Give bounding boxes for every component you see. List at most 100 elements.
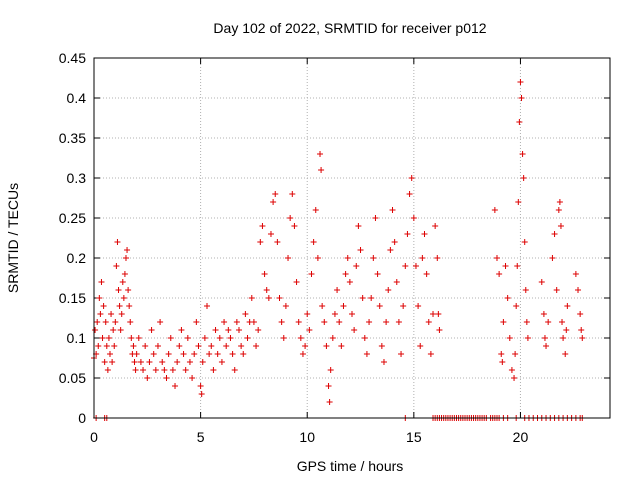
data-point [540,311,547,317]
data-points [91,79,586,421]
data-point [96,295,103,301]
data-point [419,255,426,261]
data-point [195,343,202,349]
data-point [417,343,424,349]
data-point [116,303,123,309]
data-point [276,295,283,301]
data-point [174,359,181,365]
data-point [346,279,353,285]
data-point [383,319,390,325]
data-point [523,319,530,325]
data-point [197,383,204,389]
data-point [231,367,238,373]
data-point [393,279,400,285]
data-point [125,287,132,293]
data-point [515,199,522,205]
data-point [325,383,332,389]
data-point [395,319,402,325]
data-point [577,311,584,317]
data-point [564,303,571,309]
data-point [389,207,396,213]
data-point [524,335,531,341]
data-point [272,191,279,197]
data-point [289,191,296,197]
data-point [133,351,140,357]
data-point [233,319,240,325]
data-point [374,271,381,277]
data-point [218,359,225,365]
chart-title: Day 102 of 2022, SRMTID for receiver p01… [213,20,486,36]
data-point [304,311,311,317]
data-point [282,303,289,309]
data-point [496,271,503,277]
data-point [415,303,422,309]
data-point [427,351,434,357]
data-point [178,327,185,333]
data-point [229,351,236,357]
data-point [432,223,439,229]
data-point [265,295,272,301]
data-point [385,287,392,293]
data-point [112,319,119,325]
data-point [99,335,106,341]
data-point [102,319,109,325]
data-point [206,351,213,357]
data-point [110,327,117,333]
data-point [520,175,527,181]
data-point [225,327,232,333]
plot-frame [93,57,611,419]
data-point [560,335,567,341]
data-point [402,263,409,269]
data-point [549,255,556,261]
data-point [165,351,172,357]
data-point [506,335,513,341]
data-point [210,367,217,373]
data-point [204,303,211,309]
data-point [189,375,196,381]
data-point [131,359,138,365]
data-point [314,255,321,261]
data-point [363,351,370,357]
y-tick-label: 0.15 [59,290,86,306]
data-point [338,343,345,349]
data-point [435,311,442,317]
data-point [499,359,506,365]
data-point [493,255,500,261]
data-point [391,239,398,245]
data-point [436,327,443,333]
data-point [193,319,200,325]
data-point [508,367,515,373]
data-point [163,375,170,381]
data-point [95,343,102,349]
data-point [172,383,179,389]
y-tick-label: 0.25 [59,210,86,226]
data-point [126,303,133,309]
data-point [135,335,142,341]
data-point [146,359,153,365]
data-point [572,271,579,277]
data-point [223,343,230,349]
data-point [553,287,560,293]
data-point [398,351,405,357]
data-point [430,311,437,317]
data-point [513,303,520,309]
data-point [579,335,586,341]
data-point [212,327,219,333]
data-point [132,367,139,373]
data-point [321,319,328,325]
data-point [327,367,334,373]
data-point [161,367,168,373]
data-point [517,79,524,85]
data-point [538,279,545,285]
data-point [361,335,368,341]
data-point [159,359,166,365]
data-point [137,359,144,365]
y-axis-label: SRMTID / TECUs [5,183,21,293]
data-point [100,303,107,309]
data-point [563,327,570,333]
data-point [114,239,121,245]
data-point [255,327,262,333]
data-point [180,351,187,357]
data-point [248,295,255,301]
